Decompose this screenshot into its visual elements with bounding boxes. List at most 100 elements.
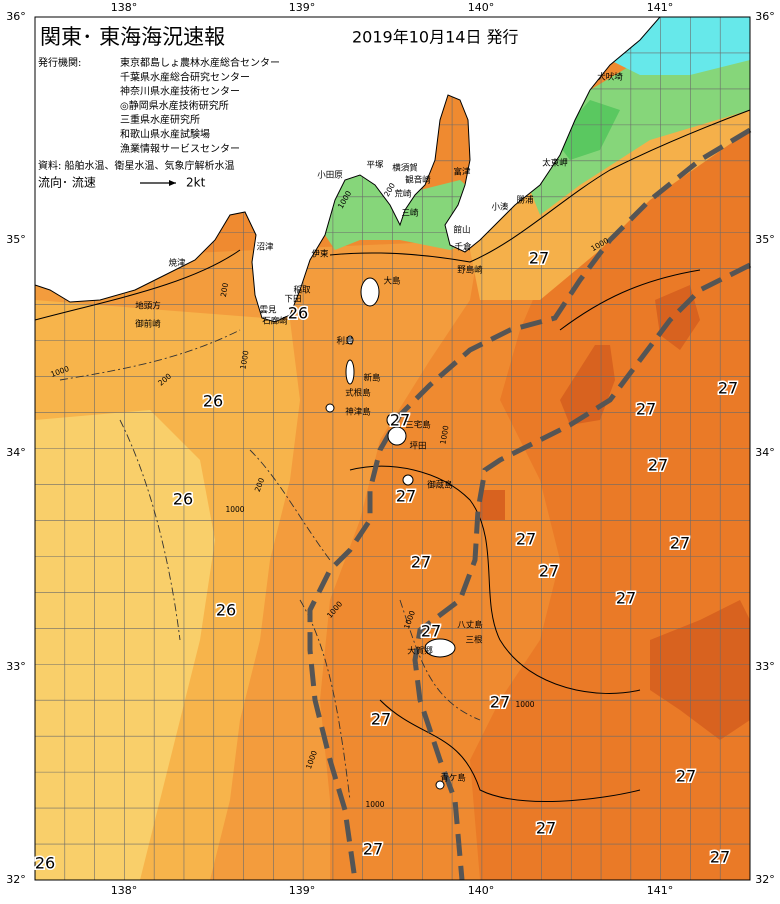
latitude-label: 34° [755, 446, 775, 459]
temperature-label: 27 [411, 553, 431, 572]
longitude-label: 141° [647, 1, 674, 14]
longitude-label: 140° [468, 1, 495, 14]
place-name: 大賀郷 [407, 646, 433, 657]
place-name: 八丈島 [457, 620, 483, 631]
place-name: 三根 [465, 635, 483, 646]
latitude-label: 32° [6, 873, 26, 886]
latitude-label: 32° [755, 873, 775, 886]
latitude-label: 35° [755, 233, 775, 246]
latitude-label: 33° [6, 660, 26, 673]
place-name: 平塚 [366, 161, 384, 171]
place-name: 雲見 [259, 306, 277, 316]
longitude-label: 139° [289, 1, 316, 14]
longitude-label: 141° [647, 884, 674, 897]
place-name: 式根島 [345, 388, 371, 399]
temperature-label: 27 [396, 487, 416, 506]
place-name: 御前崎 [135, 319, 161, 330]
place-name: 三崎 [401, 208, 419, 219]
place-name: 青ケ島 [440, 773, 466, 784]
temperature-label: 27 [363, 840, 383, 859]
temperature-label: 27 [676, 767, 696, 786]
place-name: 小田原 [317, 170, 343, 181]
depth-label: 1000 [238, 350, 250, 371]
place-name: 犬吠埼 [597, 72, 623, 83]
temperature-label: 26 [35, 854, 55, 873]
longitude-label: 140° [468, 884, 495, 897]
place-name: 富津 [453, 167, 471, 178]
depth-label: 1000 [515, 700, 534, 709]
temperature-label: 27 [710, 848, 730, 867]
latitude-label: 36° [6, 10, 26, 23]
temperature-label: 27 [648, 456, 668, 475]
temperature-label: 27 [390, 411, 410, 430]
place-name: 観音崎 [405, 175, 431, 186]
temperature-label: 27 [516, 530, 536, 549]
place-name: 沼津 [256, 242, 274, 253]
place-name: 大島 [383, 276, 401, 287]
publisher: 和歌山県水産試験場 [120, 128, 210, 141]
latitude-label: 36° [755, 10, 775, 23]
place-name: 横須賀 [392, 163, 418, 174]
place-name: 石廊崎 [262, 316, 288, 327]
place-name: 焼津 [168, 258, 186, 269]
publisher: 三重県水産研究所 [120, 113, 200, 126]
place-name: 坪田 [409, 442, 426, 452]
longitude-label: 139° [289, 884, 316, 897]
land [34, 16, 662, 790]
temperature-label: 27 [718, 379, 738, 398]
temperature-label: 27 [371, 710, 391, 729]
place-name: 神津島 [345, 407, 371, 418]
latitude-label: 35° [6, 233, 26, 246]
place-name: 伊東 [311, 249, 329, 260]
publisher: 千葉県水産総合研究センター [120, 70, 250, 83]
place-name: 太東岬 [542, 158, 568, 169]
place-name: 勝浦 [516, 195, 534, 206]
kuroshio-axis [307, 127, 752, 881]
place-name: 千倉 [454, 242, 472, 253]
longitude-label: 138° [111, 1, 138, 14]
sources: 資料: 船舶水温、衛星水温、気象庁解析水温 [38, 159, 235, 172]
temperature-label: 27 [490, 693, 510, 712]
legend-arrowhead [169, 180, 176, 186]
latitude-label: 33° [755, 660, 775, 673]
temperature-label: 26 [288, 304, 308, 323]
title: 関東･ 東海海況速報 [40, 25, 225, 49]
temperature-label: 27 [670, 534, 690, 553]
publisher: 東京都島しょ農林水産総合センター [120, 56, 280, 69]
map-frame [34, 16, 751, 881]
temperature-label: 27 [529, 249, 549, 268]
legend-flow: 流向･ 流速 [38, 175, 96, 190]
publishers-label: 発行機関: [38, 56, 81, 69]
temperature-label: 27 [636, 400, 656, 419]
publisher: 漁業情報サービスセンター [120, 142, 240, 155]
temperature-label: 27 [539, 562, 559, 581]
depth-label: 1000 [365, 800, 384, 809]
place-name: 荒崎 [394, 189, 412, 200]
temperature-label: 26 [203, 392, 223, 411]
depth-label: 200 [219, 282, 230, 298]
temperature-label: 27 [536, 819, 556, 838]
place-name: 小湊 [491, 202, 509, 213]
publisher: ◎静岡県水産技術研究所 [120, 99, 229, 112]
place-name: 地頭方 [135, 301, 161, 312]
temperature-label: 26 [173, 490, 193, 509]
place-name: 三宅島 [405, 420, 431, 431]
place-name: 下田 [284, 295, 301, 305]
place-name: 利島 [336, 336, 354, 347]
temperature-label: 27 [421, 622, 441, 641]
place-name: 御蔵島 [427, 480, 453, 491]
publisher: 神奈川県水産技術センター [120, 85, 240, 98]
contours [34, 109, 751, 802]
place-name: 館山 [453, 225, 470, 236]
longitude-label: 138° [111, 884, 138, 897]
place-name: 野島崎 [457, 265, 483, 276]
legend-speed: 2kt [186, 176, 206, 190]
place-name: 新島 [363, 373, 381, 384]
latitude-label: 34° [6, 446, 26, 459]
place-name: 稲取 [293, 285, 311, 296]
issued-date: 2019年10月14日 発行 [352, 28, 519, 47]
temperature-label: 26 [216, 601, 236, 620]
depth-label: 1000 [225, 505, 244, 514]
